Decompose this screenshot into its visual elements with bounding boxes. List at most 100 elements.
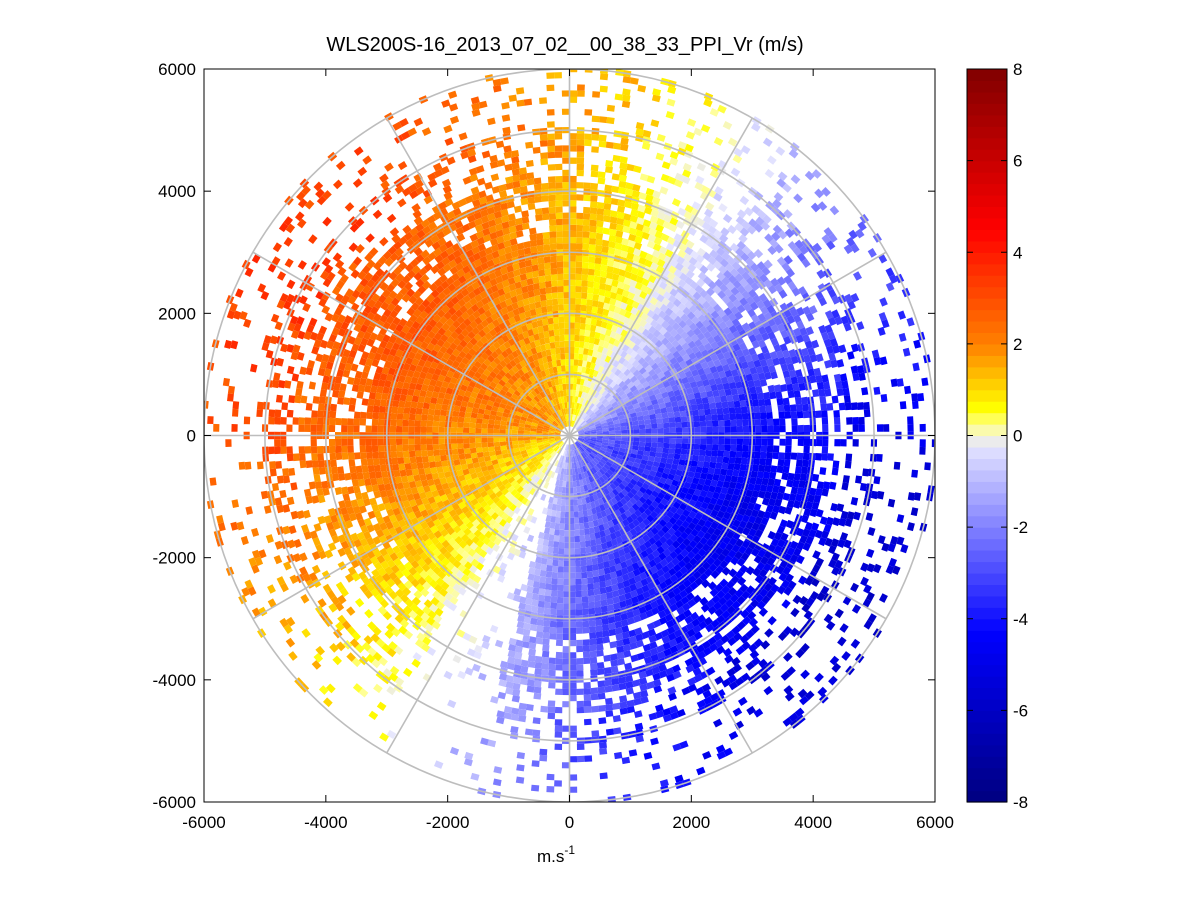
velocity-cell (501, 497, 510, 506)
velocity-cell (525, 485, 533, 493)
velocity-cell (743, 367, 752, 376)
velocity-cell (667, 590, 676, 600)
velocity-cell (673, 389, 681, 397)
velocity-cell (589, 225, 597, 233)
velocity-cell (480, 526, 489, 536)
velocity-cell (472, 477, 481, 485)
velocity-cell (512, 422, 520, 427)
velocity-cell (564, 444, 568, 451)
velocity-cell (576, 670, 584, 677)
velocity-cell (372, 405, 380, 413)
velocity-cell (556, 237, 563, 244)
velocity-cell (626, 298, 635, 307)
velocity-cell (610, 497, 618, 505)
velocity-cell (569, 670, 577, 677)
velocity-cell (633, 484, 641, 492)
velocity-cell (463, 422, 470, 428)
velocity-cell (651, 572, 660, 581)
velocity-cell (426, 519, 436, 529)
velocity-cell (507, 509, 515, 518)
velocity-cell (429, 484, 437, 493)
velocity-cell (452, 371, 461, 380)
velocity-cell (557, 286, 564, 293)
velocity-cell (546, 299, 553, 307)
velocity-cell (620, 295, 629, 304)
velocity-cell (595, 232, 604, 240)
velocity-cell (471, 407, 479, 414)
velocity-cell (550, 261, 558, 269)
velocity-cell (536, 411, 543, 418)
velocity-cell (467, 571, 477, 580)
velocity-cell (609, 298, 617, 306)
velocity-cell (551, 360, 558, 368)
velocity-cell (661, 565, 670, 574)
velocity-cell (572, 480, 577, 488)
velocity-cell (449, 342, 458, 351)
velocity-cell (608, 491, 616, 499)
velocity-cell (557, 417, 562, 424)
velocity-cell (515, 362, 523, 371)
velocity-cell (649, 451, 657, 458)
velocity-cell (414, 438, 421, 445)
velocity-cell (569, 664, 577, 671)
velocity-cell (561, 455, 565, 463)
velocity-cell (365, 425, 372, 433)
velocity-cell (632, 389, 640, 397)
velocity-cell (573, 443, 577, 450)
velocity-cell (621, 374, 629, 383)
velocity-cell (600, 510, 608, 518)
velocity-cell (420, 420, 428, 427)
velocity-cell (664, 307, 674, 317)
velocity-cell (616, 347, 624, 356)
velocity-cell (489, 492, 497, 501)
velocity-cell (658, 552, 667, 561)
velocity-cell (627, 341, 636, 349)
velocity-cell (587, 577, 594, 584)
velocity-cell (713, 395, 722, 403)
velocity-cell (432, 444, 440, 451)
velocity-cell (464, 561, 473, 570)
velocity-cell (414, 426, 421, 433)
velocity-cell (402, 499, 411, 509)
velocity-cell (408, 444, 415, 452)
velocity-cell (608, 304, 616, 312)
velocity-cell (529, 239, 538, 247)
velocity-cell (534, 562, 542, 570)
velocity-cell (583, 427, 590, 431)
velocity-cell (477, 306, 486, 316)
velocity-cell (681, 486, 690, 495)
velocity-cell (776, 397, 784, 406)
velocity-cell (449, 376, 458, 385)
velocity-cell (586, 446, 593, 452)
velocity-cell (595, 619, 603, 627)
velocity-cell (610, 412, 618, 419)
velocity-cell (576, 224, 584, 232)
velocity-cell (418, 371, 427, 380)
velocity-cell (420, 438, 427, 445)
velocity-cell (620, 329, 629, 338)
velocity-cell (584, 430, 591, 434)
velocity-cell (469, 565, 478, 574)
velocity-cell (439, 449, 447, 456)
velocity-cell (603, 296, 611, 304)
velocity-cell (596, 427, 603, 432)
velocity-cell (621, 289, 630, 298)
velocity-cell (579, 329, 586, 336)
velocity-cell (518, 443, 526, 449)
velocity-cell (578, 418, 584, 424)
velocity-cell (524, 423, 532, 429)
velocity-cell (546, 305, 553, 313)
velocity-cell (491, 290, 500, 300)
velocity-cell (684, 317, 694, 327)
velocity-cell (536, 478, 544, 486)
velocity-cell (793, 473, 801, 481)
velocity-cell (575, 609, 583, 616)
velocity-cell (457, 563, 467, 573)
velocity-cell (662, 291, 672, 300)
velocity-cell (601, 624, 610, 632)
velocity-cell (553, 445, 559, 451)
velocity-cell (577, 365, 583, 373)
velocity-cell (646, 514, 655, 523)
velocity-cell (434, 541, 444, 551)
velocity-cell (747, 379, 755, 388)
